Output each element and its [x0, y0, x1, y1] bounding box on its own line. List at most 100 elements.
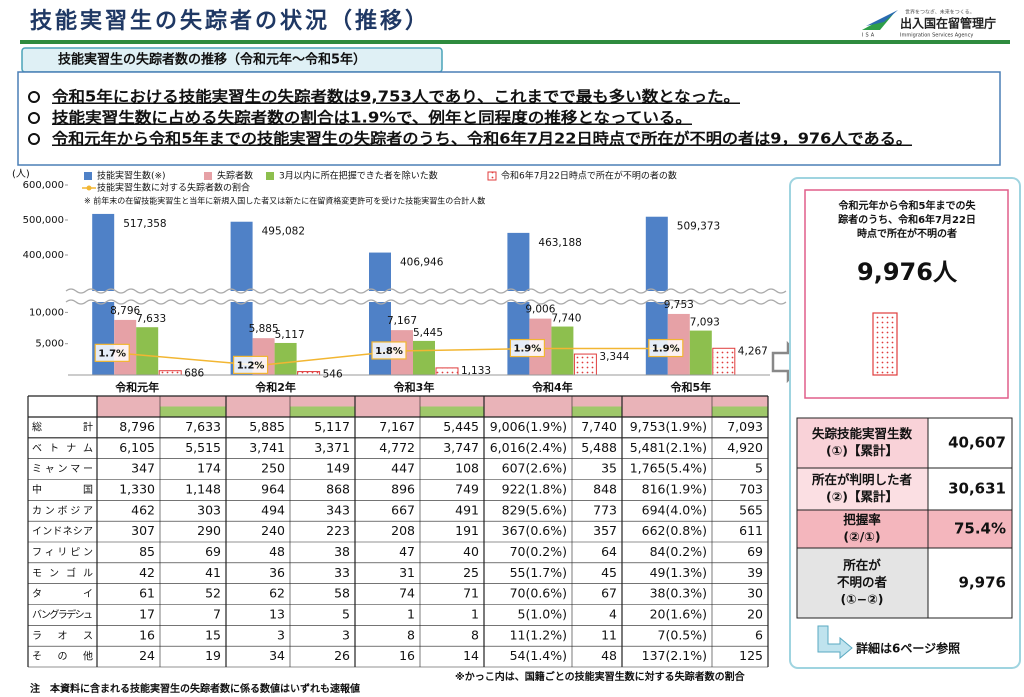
legend-label: 3月以内に所在把握できた者を除いた数 — [279, 170, 438, 182]
sidebar-label: 不明の者 — [837, 575, 888, 590]
y-tick-label: 400,000 — [23, 250, 64, 261]
table-cell: 69 — [747, 544, 763, 559]
ratio-label: 1.8% — [375, 346, 403, 357]
table-cell: 9,753(1.9%) — [630, 419, 707, 434]
table-cell: 137(2.1%) — [642, 648, 707, 663]
table-cell: 7,093 — [727, 419, 763, 434]
x-tick-label: 令和3年 — [394, 380, 435, 394]
sidebar-dotted-bar — [872, 312, 898, 376]
table-cell: 7,740 — [581, 419, 617, 434]
bullet — [28, 91, 40, 103]
ratio-label-box — [509, 338, 545, 358]
table-cell: 1 — [471, 606, 479, 621]
legend-swatch — [84, 172, 92, 180]
sidebar-label: 失踪技能実習生数 — [812, 426, 913, 441]
footnote: 注 本資料に含まれる技能実習生の失踪者数に係る数値はいずれも速報値 — [30, 682, 360, 695]
table-cell: 48 — [269, 544, 285, 559]
x-tick-label: 令和元年 — [115, 380, 159, 394]
table-cell: 8 — [407, 627, 415, 642]
table-cell: 67 — [601, 586, 617, 601]
x-tick-label: 令和4年 — [532, 380, 573, 394]
table-cell: 41 — [205, 565, 221, 580]
table-cell: 1,330 — [119, 481, 155, 496]
table-cell: 26 — [334, 648, 350, 663]
legend-swatch — [487, 171, 497, 181]
table-cell: 208 — [391, 523, 415, 538]
table-cell: 703 — [739, 481, 763, 496]
header-cell — [484, 396, 572, 417]
row-label: カンボジア — [32, 505, 93, 517]
table-cell: 34 — [269, 648, 285, 663]
row-label: タイ — [32, 588, 93, 600]
table-cell: 667 — [391, 502, 415, 517]
value-label: 7,093 — [690, 317, 720, 329]
table-cell: 45 — [601, 565, 617, 580]
table-cell: 5,515 — [185, 440, 221, 455]
table-cell: 1,148 — [185, 481, 221, 496]
ratio-label-box — [371, 341, 407, 360]
table-cell: 250 — [261, 461, 285, 476]
table-cell: 3,747 — [443, 440, 479, 455]
table-cell: 11 — [601, 627, 617, 642]
table-cell: 922(1.8%) — [502, 481, 567, 496]
table-cell: 15 — [205, 627, 221, 642]
table-cell: 290 — [197, 523, 221, 538]
table-cell: 829(5.6%) — [502, 502, 567, 517]
ratio-label: 1.9% — [652, 344, 680, 355]
table-cell: 174 — [197, 461, 221, 476]
logo-abbr: ISA — [862, 33, 876, 39]
summary-text: 技能実習生数に占める失踪者数の割合は1.9%で、例年と同程度の推移となっている。 — [52, 109, 692, 127]
sidebar-label: 把握率 — [843, 512, 881, 527]
value-label: 686 — [184, 368, 204, 380]
bar — [573, 353, 597, 376]
sidebar-label: 所在が — [842, 558, 881, 573]
bar — [274, 342, 297, 375]
ratio-label-box — [94, 343, 130, 362]
table-cell: 896 — [391, 481, 415, 496]
table-cell: 42 — [139, 565, 155, 580]
table-cell: 5,488 — [581, 440, 617, 455]
ratio-label: 1.9% — [514, 344, 542, 355]
table-cell: 20 — [747, 606, 763, 621]
sidebar-value-cell — [927, 547, 1013, 619]
row-label: ベトナム — [32, 442, 93, 454]
sidebar-label: (①)【累計】 — [826, 443, 898, 458]
table-cell: 7 — [213, 606, 221, 621]
table-cell: 868 — [326, 481, 350, 496]
table-cell: 125 — [739, 648, 763, 663]
reference-arrow — [817, 625, 853, 660]
sidebar-value-cell — [927, 467, 1013, 511]
table-cell: 3,741 — [249, 440, 285, 455]
sidebar-label-cell — [796, 467, 929, 511]
sidebar-label-cell — [796, 509, 929, 549]
logo-english: Immigration Services Agency — [900, 33, 973, 39]
table-cell: 36 — [269, 565, 285, 580]
table-cell: 149 — [326, 461, 350, 476]
value-label: 7,167 — [387, 315, 417, 327]
row-label: ラオス — [32, 630, 93, 642]
table-cell: 52 — [205, 586, 221, 601]
table-cell: 343 — [326, 502, 350, 517]
sidebar-label-cell — [796, 417, 929, 469]
table-cell: 367(0.6%) — [502, 523, 567, 538]
table-cell: 565 — [739, 502, 763, 517]
sidebar-label-cell — [796, 547, 929, 619]
table-cell: 694(4.0%) — [642, 502, 707, 517]
legend-swatch — [204, 172, 212, 180]
table-cell: 5,481(2.1%) — [630, 440, 707, 455]
table-cell: 85 — [139, 544, 155, 559]
table: 総計 8,796 7,633 5,885 5,117 7,167 5,445 9,006(1.… — [27, 395, 769, 668]
sidebar-label: (①−②) — [840, 592, 883, 607]
table-cell: 47 — [399, 544, 415, 559]
y-tick-label: 500,000 — [23, 215, 64, 226]
bar — [551, 326, 574, 375]
table-cell: 462 — [131, 502, 155, 517]
table-cell: 49(1.3%) — [650, 565, 707, 580]
logo-tagline: 世界をつなぎ、未来をつくる。 — [905, 9, 975, 16]
table-cell: 749 — [455, 481, 479, 496]
legend-label: 令和6年7月22日時点で所在が不明の者の数 — [501, 170, 677, 182]
table-cell: 70(0.2%) — [510, 544, 567, 559]
table-cell: 35 — [601, 461, 617, 476]
table-cell: 16 — [399, 648, 415, 663]
